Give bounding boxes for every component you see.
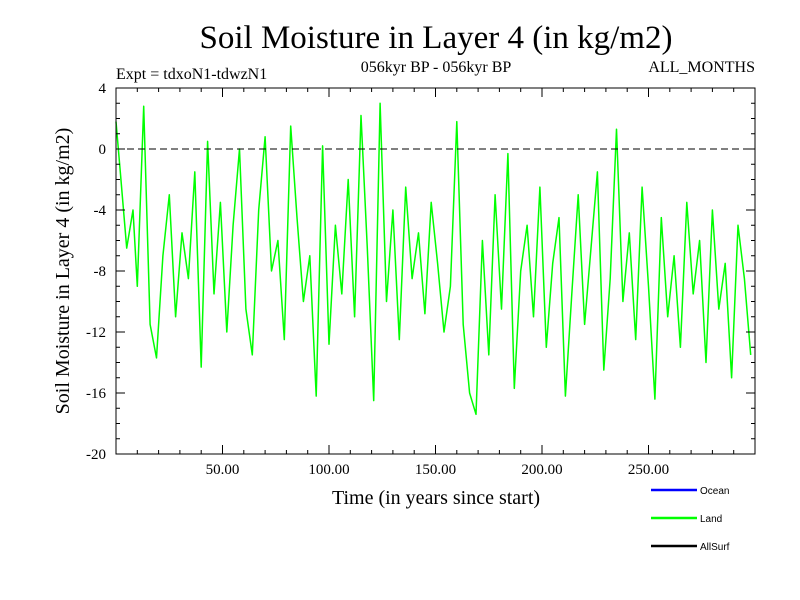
y-tick-label: 4 (99, 81, 107, 97)
axis-ticks: 50.00 100.00 150.00 200.00 250.00 4 0 -4 -8 -12 -1… (86, 81, 755, 478)
legend-label-allsurf: AllSurf (700, 542, 730, 553)
x-tick-label: 50.00 (206, 462, 240, 478)
months-label: ALL_MONTHS (648, 59, 755, 76)
x-tick-label: 100.00 (308, 462, 349, 478)
x-tick-label: 150.00 (415, 462, 456, 478)
y-tick-label: -12 (86, 325, 106, 341)
y-axis-label: Soil Moisture in Layer 4 (in kg/m2) (52, 128, 74, 415)
y-tick-label: -16 (86, 386, 106, 402)
legend: Ocean Land AllSurf (651, 486, 730, 553)
series-line-land (115, 102, 752, 416)
chart-title: Soil Moisture in Layer 4 (in kg/m2) (200, 20, 673, 56)
legend-label-land: Land (700, 514, 722, 525)
legend-label-ocean: Ocean (700, 486, 729, 497)
period-label: 056kyr BP - 056kyr BP (361, 59, 512, 76)
x-axis-label: Time (in years since start) (332, 487, 540, 509)
y-tick-label: -8 (94, 264, 107, 280)
experiment-label: Expt = tdxoN1-tdwzN1 (116, 66, 267, 83)
x-tick-label: 250.00 (628, 462, 669, 478)
y-tick-label: -4 (94, 203, 107, 219)
y-tick-label: -20 (86, 447, 106, 463)
y-tick-label: 0 (99, 142, 107, 158)
x-tick-label: 200.00 (521, 462, 562, 478)
plot-data (115, 102, 752, 416)
